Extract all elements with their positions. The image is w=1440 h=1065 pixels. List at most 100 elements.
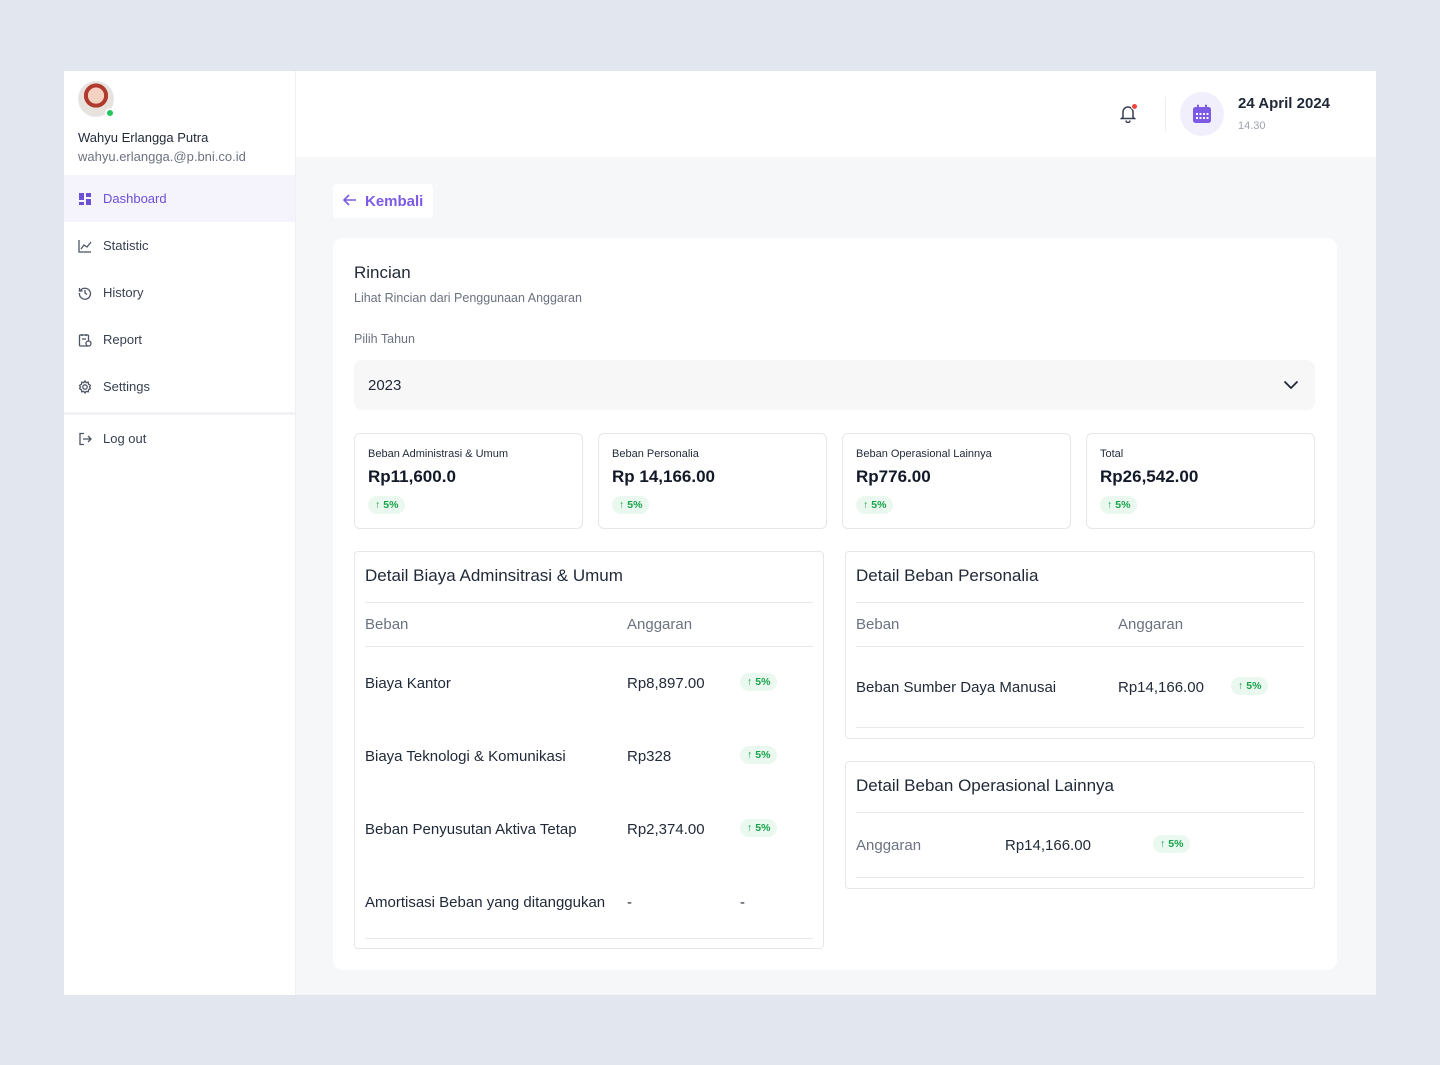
sidebar-divider xyxy=(64,412,295,415)
user-name: Wahyu Erlangga Putra xyxy=(78,130,209,145)
table-row-amount: Rp2,374.00 xyxy=(627,821,705,838)
anggaran-label: Anggaran xyxy=(856,837,922,854)
online-status-dot xyxy=(105,108,115,118)
change-badge: ↑ 5% xyxy=(740,746,778,764)
stat-label: Beban Personalia xyxy=(612,448,699,460)
calendar-icon xyxy=(1193,104,1211,123)
bell-icon xyxy=(1119,106,1137,124)
change-value: 5% xyxy=(627,499,643,511)
change-badge: ↑ 5% xyxy=(740,819,778,837)
change-value: 5% xyxy=(755,822,771,834)
admin-detail-panel: Detail Biaya Adminsitrasi & Umum Beban A… xyxy=(354,551,824,949)
change-badge: ↑ 5% xyxy=(740,673,778,691)
year-select[interactable]: 2023 xyxy=(354,360,1315,410)
operasional-detail-panel: Detail Beban Operasional Lainnya Anggara… xyxy=(845,761,1315,889)
back-label: Kembali xyxy=(365,192,424,210)
sidebar-item-label: Report xyxy=(103,332,143,347)
table-row-amount: - xyxy=(627,894,632,911)
table-row-change: - xyxy=(740,894,745,911)
dashboard-icon xyxy=(78,192,92,206)
change-badge: ↑ 5% xyxy=(612,496,650,514)
year-select-value: 2023 xyxy=(368,376,402,394)
sidebar-nav: Dashboard Statistic History Report xyxy=(64,175,295,410)
calendar-button[interactable] xyxy=(1180,92,1224,136)
arrow-up-icon: ↑ xyxy=(747,822,753,834)
panel-title: Detail Beban Operasional Lainnya xyxy=(856,776,1115,795)
stat-card-operasional: Beban Operasional Lainnya Rp776.00 ↑ 5% xyxy=(842,433,1071,529)
notification-button[interactable] xyxy=(1118,103,1138,124)
anggaran-amount: Rp14,166.00 xyxy=(1005,837,1091,854)
sidebar: Wahyu Erlangga Putra wahyu.erlangga.@p.b… xyxy=(64,71,296,995)
sidebar-item-label: History xyxy=(103,285,144,300)
arrow-up-icon: ↑ xyxy=(863,499,869,511)
change-badge: ↑ 5% xyxy=(1153,835,1191,853)
divider xyxy=(365,646,813,647)
table-row-name: Amortisasi Beban yang ditanggukan xyxy=(365,894,606,911)
current-time: 14.30 xyxy=(1238,120,1266,132)
divider xyxy=(856,727,1304,728)
current-date: 24 April 2024 xyxy=(1238,95,1330,112)
chevron-down-icon xyxy=(1283,377,1299,394)
logout-button[interactable]: Log out xyxy=(64,415,295,462)
change-value: 5% xyxy=(871,499,887,511)
history-icon xyxy=(78,286,92,300)
stat-value: Rp26,542.00 xyxy=(1100,467,1199,486)
stat-card-administrasi: Beban Administrasi & Umum Rp11,600.0 ↑ 5% xyxy=(354,433,583,529)
stat-value: Rp776.00 xyxy=(856,467,931,486)
stat-value: Rp 14,166.00 xyxy=(612,467,716,486)
arrow-left-icon xyxy=(342,193,357,210)
page-title: Rincian xyxy=(354,263,411,282)
stat-label: Beban Administrasi & Umum xyxy=(368,448,508,460)
back-button[interactable]: Kembali xyxy=(333,184,434,218)
notification-badge xyxy=(1131,103,1138,110)
year-select-label: Pilih Tahun xyxy=(354,332,415,346)
divider xyxy=(856,646,1304,647)
stat-label: Beban Operasional Lainnya xyxy=(856,448,992,460)
divider xyxy=(365,938,813,939)
table-row-name: Biaya Teknologi & Komunikasi xyxy=(365,748,566,765)
page-subtitle: Lihat Rincian dari Penggunaan Anggaran xyxy=(354,291,582,305)
arrow-up-icon: ↑ xyxy=(747,676,753,688)
sidebar-item-dashboard[interactable]: Dashboard xyxy=(64,175,295,222)
sidebar-item-report[interactable]: Report xyxy=(64,316,295,363)
arrow-up-icon: ↑ xyxy=(1107,499,1113,511)
change-badge: ↑ 5% xyxy=(856,496,894,514)
personalia-detail-panel: Detail Beban Personalia Beban Anggaran B… xyxy=(845,551,1315,739)
column-header-beban: Beban xyxy=(365,616,409,633)
column-header-anggaran: Anggaran xyxy=(1118,616,1184,633)
sidebar-item-label: Statistic xyxy=(103,238,149,253)
table-row-name: Beban Sumber Daya Manusai xyxy=(856,679,1057,696)
sidebar-item-history[interactable]: History xyxy=(64,269,295,316)
change-badge: ↑ 5% xyxy=(1231,677,1269,695)
change-value: 5% xyxy=(755,749,771,761)
arrow-up-icon: ↑ xyxy=(1160,838,1166,850)
user-profile[interactable]: Wahyu Erlangga Putra wahyu.erlangga.@p.b… xyxy=(64,71,295,175)
table-row-amount: Rp8,897.00 xyxy=(627,675,705,692)
change-value: 5% xyxy=(755,676,771,688)
detail-card: Rincian Lihat Rincian dari Penggunaan An… xyxy=(333,238,1337,970)
arrow-up-icon: ↑ xyxy=(1238,680,1244,692)
user-email: wahyu.erlangga.@p.bni.co.id xyxy=(78,149,246,164)
logout-label: Log out xyxy=(103,431,147,446)
divider xyxy=(365,602,813,603)
table-row-name: Biaya Kantor xyxy=(365,675,451,692)
logout-icon xyxy=(78,432,92,446)
column-header-beban: Beban xyxy=(856,616,900,633)
divider xyxy=(856,812,1304,813)
change-value: 5% xyxy=(1246,680,1262,692)
date-time: 24 April 2024 14.30 xyxy=(1238,95,1330,132)
stat-card-personalia: Beban Personalia Rp 14,166.00 ↑ 5% xyxy=(598,433,827,529)
change-value: 5% xyxy=(1115,499,1131,511)
divider xyxy=(856,602,1304,603)
arrow-up-icon: ↑ xyxy=(747,749,753,761)
sidebar-item-label: Dashboard xyxy=(103,191,167,206)
app-window: Wahyu Erlangga Putra wahyu.erlangga.@p.b… xyxy=(64,71,1376,995)
report-icon xyxy=(78,333,92,347)
table-row-amount: Rp14,166.00 xyxy=(1118,679,1204,696)
change-value: 5% xyxy=(1168,838,1184,850)
stat-label: Total xyxy=(1100,448,1124,460)
main-content: 24 April 2024 14.30 Kembali Rincian Liha… xyxy=(296,71,1376,995)
sidebar-item-statistic[interactable]: Statistic xyxy=(64,222,295,269)
sidebar-item-settings[interactable]: Settings xyxy=(64,363,295,410)
table-row-amount: Rp328 xyxy=(627,748,672,765)
